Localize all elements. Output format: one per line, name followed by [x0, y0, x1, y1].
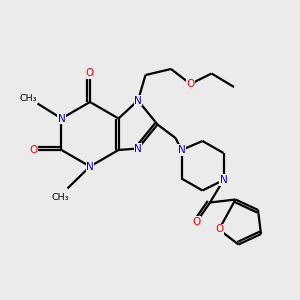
- Text: O: O: [215, 224, 223, 235]
- Text: O: O: [186, 79, 195, 89]
- Text: N: N: [134, 143, 142, 154]
- Text: N: N: [134, 95, 142, 106]
- Text: O: O: [29, 145, 37, 155]
- Text: N: N: [178, 145, 185, 155]
- Text: N: N: [86, 161, 94, 172]
- Text: CH₃: CH₃: [51, 193, 69, 202]
- Text: N: N: [58, 113, 65, 124]
- Text: CH₃: CH₃: [20, 94, 37, 103]
- Text: O: O: [86, 68, 94, 79]
- Text: N: N: [220, 175, 227, 185]
- Text: O: O: [192, 217, 201, 227]
